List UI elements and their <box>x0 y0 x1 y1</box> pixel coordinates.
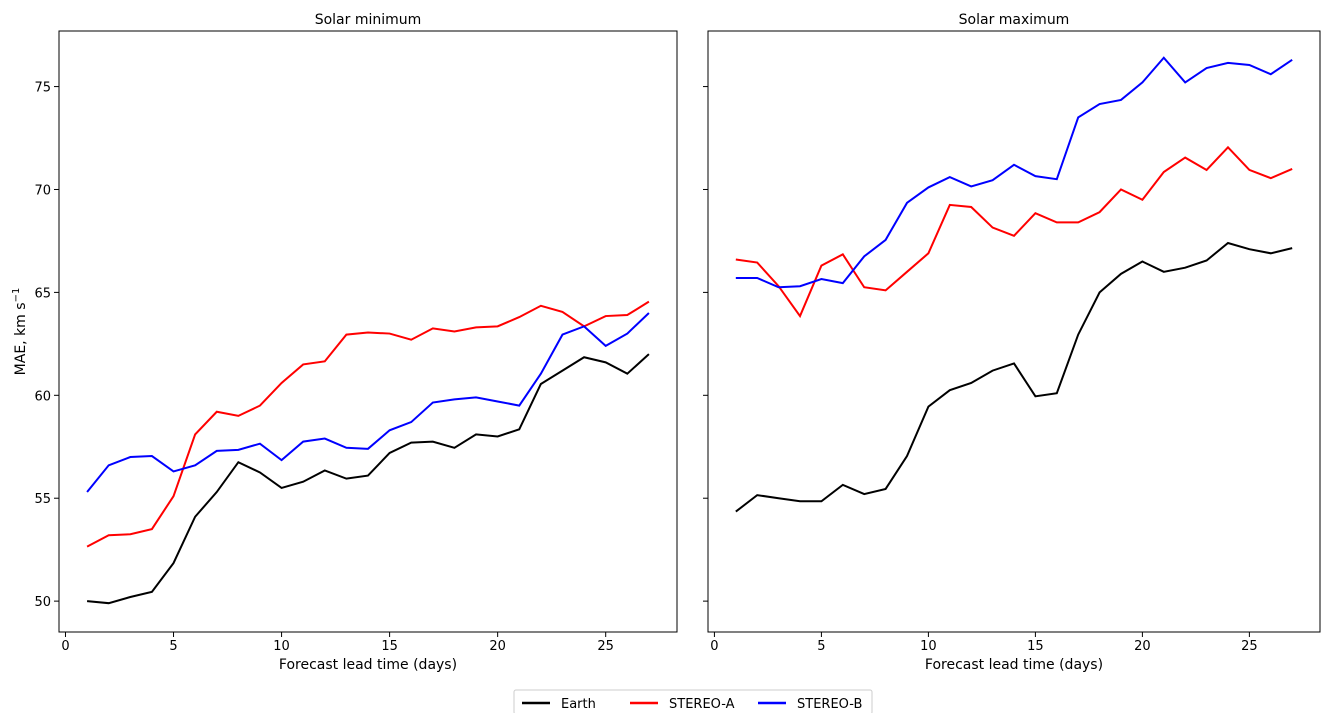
series-line <box>86 312 650 493</box>
x-tick-label: 25 <box>597 639 614 654</box>
plot-frame <box>58 30 678 633</box>
x-tick-label: 15 <box>1027 639 1044 654</box>
x-tick-label: 15 <box>381 639 398 654</box>
x-tick-label: 10 <box>273 639 290 654</box>
x-tick-label: 0 <box>61 639 69 654</box>
y-axis-label: MAE, km s−1 <box>11 288 29 376</box>
series-line <box>86 300 650 548</box>
x-tick-label: 0 <box>710 639 718 654</box>
y-tick-label: 75 <box>34 81 51 96</box>
y-tick-label: 70 <box>34 183 51 198</box>
x-tick-label: 10 <box>920 639 937 654</box>
x-tick-label: 5 <box>169 639 177 654</box>
series-line <box>735 241 1293 513</box>
x-tick-label: 5 <box>817 639 825 654</box>
series-line <box>735 145 1293 319</box>
y-tick-label: 65 <box>34 286 51 301</box>
y-tick-label: 60 <box>34 389 51 404</box>
x-axis-label: Forecast lead time (days) <box>925 657 1103 673</box>
x-axis-label: Forecast lead time (days) <box>279 657 457 673</box>
y-tick-label: 50 <box>34 595 51 610</box>
y-axis-label-text: MAE, km s <box>13 302 29 375</box>
y-tick-label: 55 <box>34 492 51 507</box>
series-line <box>86 353 650 605</box>
legend-label: STEREO-B <box>797 697 862 712</box>
x-tick-label: 20 <box>1134 639 1151 654</box>
legend-label: STEREO-A <box>669 697 735 712</box>
axes-title: Solar maximum <box>959 12 1070 28</box>
legend-box <box>513 689 873 713</box>
axes-title: Solar minimum <box>315 12 422 28</box>
x-tick-label: 25 <box>1241 639 1258 654</box>
y-axis-label-sup: −1 <box>11 288 22 303</box>
x-tick-label: 20 <box>489 639 506 654</box>
plot-frame <box>707 30 1321 633</box>
series-line <box>735 56 1293 289</box>
legend-label: Earth <box>561 697 596 712</box>
